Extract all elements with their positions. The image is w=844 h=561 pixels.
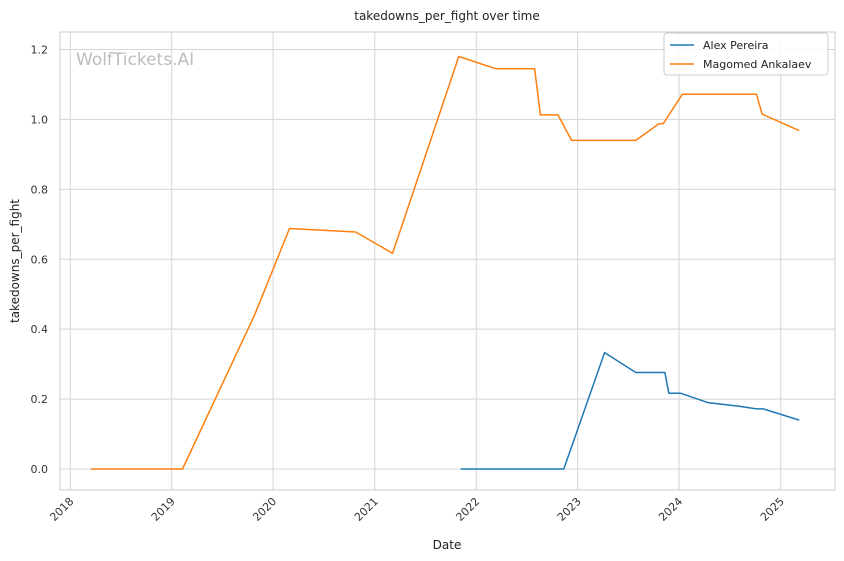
x-tick-label: 2019 (149, 495, 178, 524)
x-axis-label: Date (433, 538, 462, 552)
legend: Alex Pereira Magomed Ankalaev (663, 32, 829, 76)
plot-background (60, 32, 835, 490)
series-layer (91, 55, 800, 470)
y-tick-label: 1.2 (31, 43, 49, 56)
grid-vertical (69, 32, 782, 490)
x-tick-label: 2024 (656, 495, 685, 524)
legend-box (663, 32, 829, 76)
x-tick-label: 2023 (555, 495, 584, 524)
series-line-magomed-ankalaev (91, 55, 800, 470)
legend-label-magomed-ankalaev: Magomed Ankalaev (703, 58, 812, 71)
x-tick-label: 2022 (453, 495, 482, 524)
y-tick-label: 1.0 (31, 113, 49, 126)
y-tick-label: 0.8 (31, 183, 49, 196)
x-tick-label: 2021 (352, 495, 381, 524)
y-tick-label: 0.6 (31, 253, 49, 266)
y-tick-label: 0.0 (31, 463, 49, 476)
x-tick-label: 2018 (47, 495, 76, 524)
y-tick-label: 0.4 (31, 323, 49, 336)
x-tick-label: 2025 (758, 495, 787, 524)
x-axis-ticks: 2018 2019 2020 2021 2022 2023 2024 2025 (47, 495, 787, 524)
y-axis-ticks: 0.0 0.2 0.4 0.6 0.8 1.0 1.2 (31, 43, 49, 476)
series-line-alex-pereira (460, 351, 800, 470)
x-tick-label: 2020 (250, 495, 279, 524)
watermark: WolfTickets.AI (76, 50, 194, 70)
y-axis-label: takedowns_per_fight (8, 199, 22, 323)
chart-title: takedowns_per_fight over time (354, 9, 540, 23)
plot-border (59, 31, 836, 491)
y-tick-label: 0.2 (31, 393, 49, 406)
grid-horizontal (60, 48, 835, 470)
legend-label-alex-pereira: Alex Pereira (703, 39, 769, 52)
